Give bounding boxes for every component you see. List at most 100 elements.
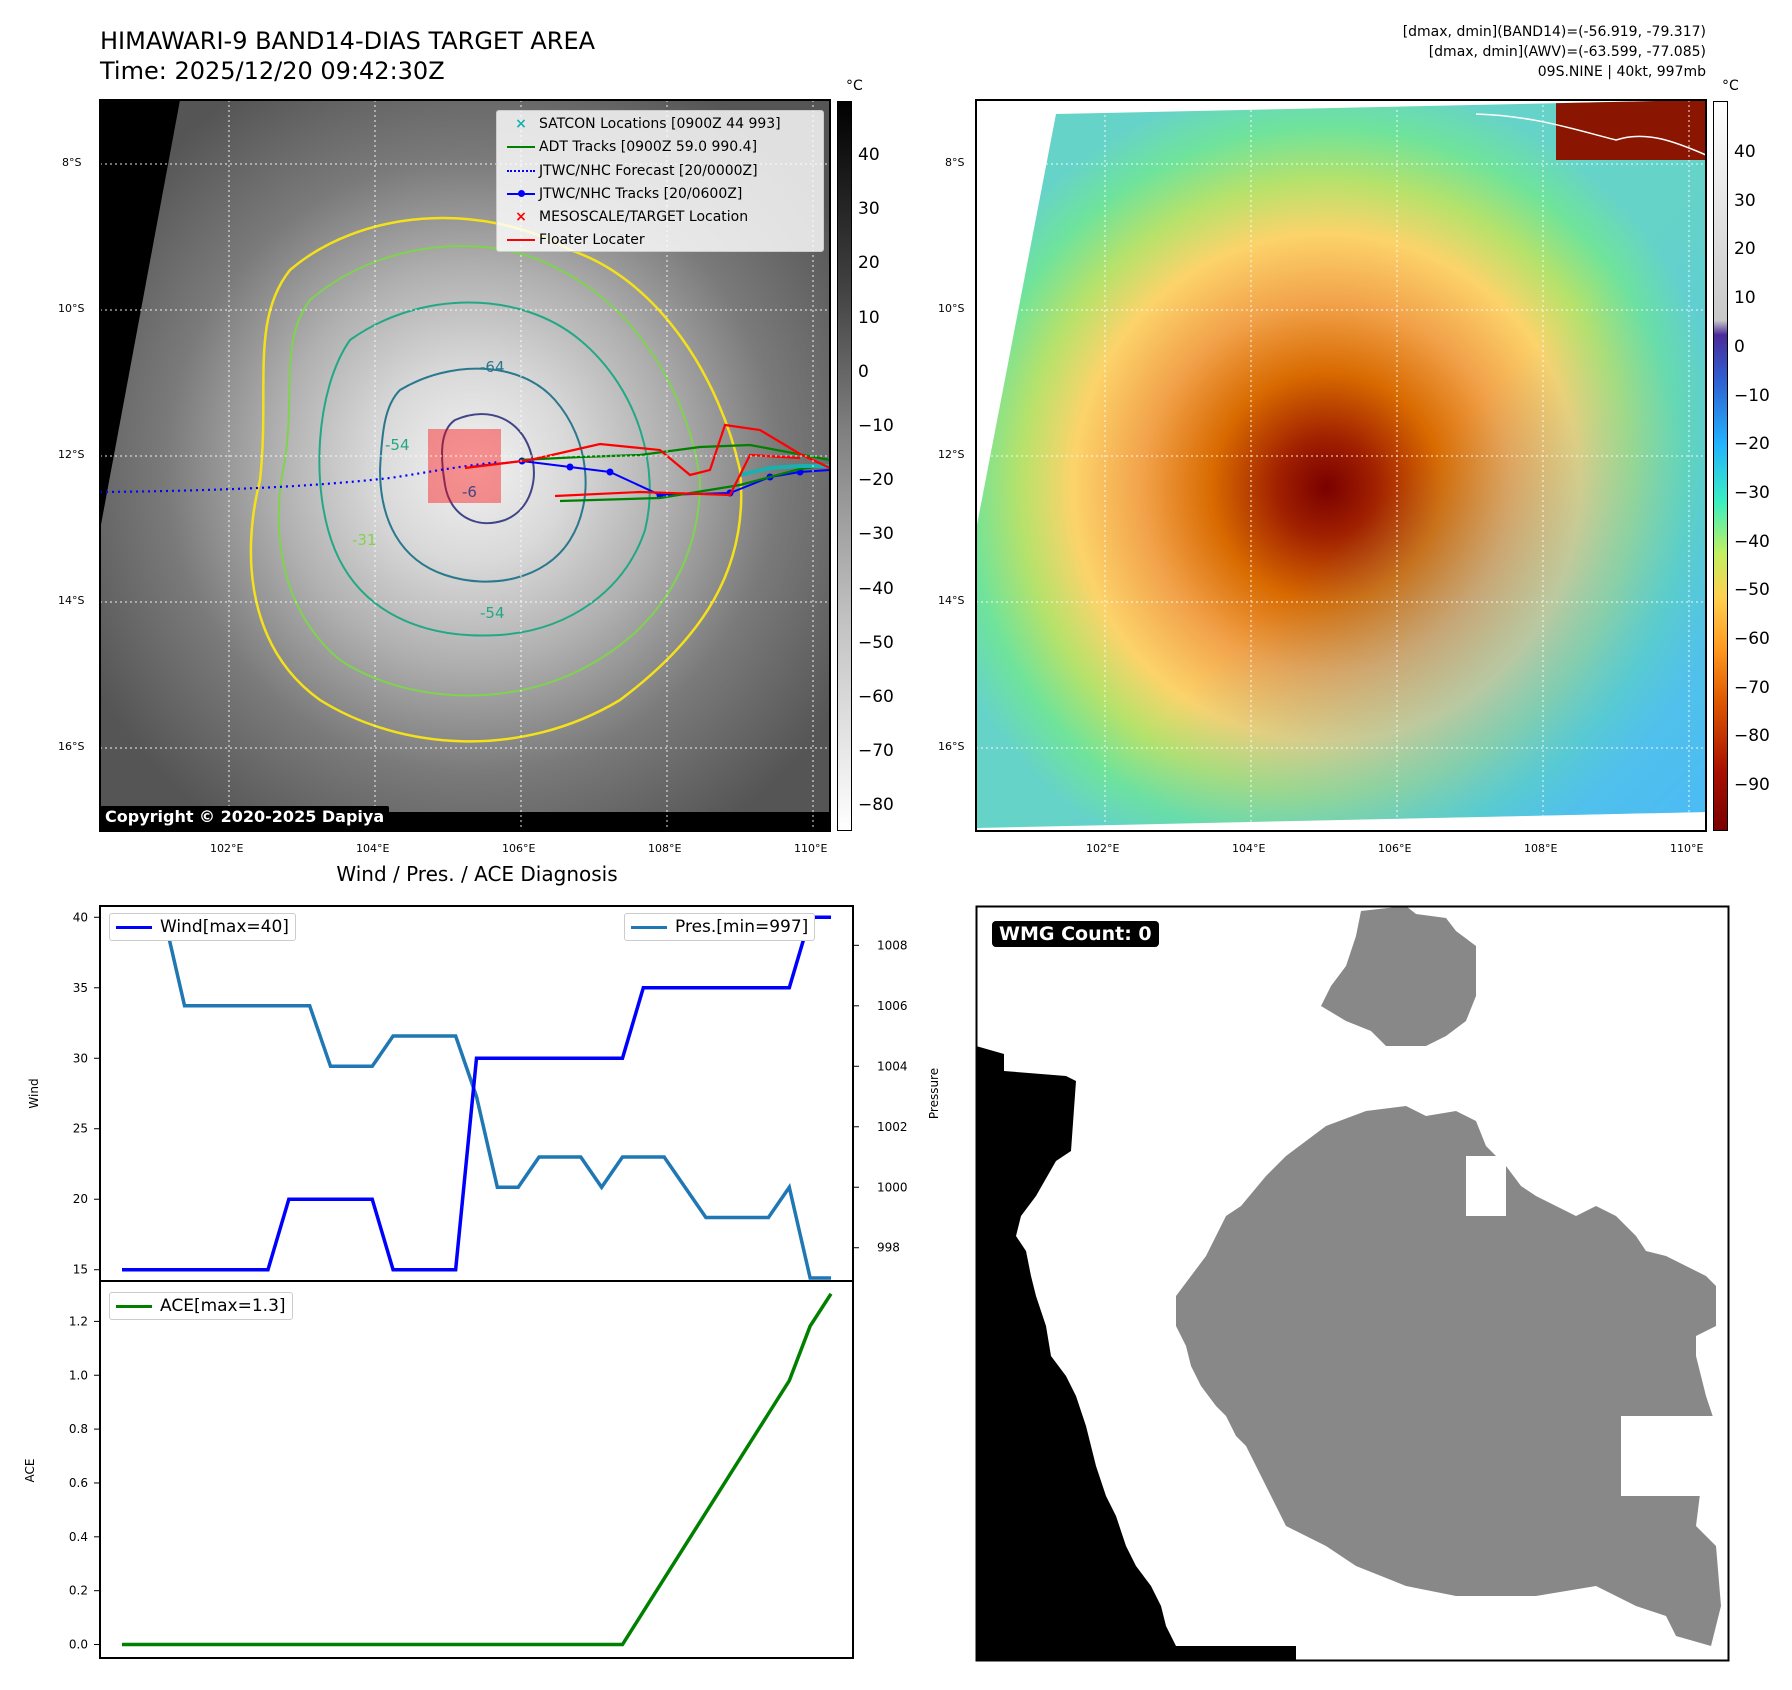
colorbar-grayscale xyxy=(837,101,852,831)
line-dot-swatch-icon xyxy=(507,189,535,197)
y-axis-label: Wind xyxy=(27,1078,41,1108)
contour-label: -54 xyxy=(480,604,505,622)
y2-axis-label: Pressure xyxy=(927,1068,941,1119)
y2-tick-label: 1004 xyxy=(877,1059,908,1073)
wind-line-icon xyxy=(116,925,152,929)
lon-label: 106°E xyxy=(502,842,536,855)
stats-band14: [dmax, dmin](BAND14)=(-56.919, -79.317) xyxy=(1402,24,1706,40)
copyright-badge: Copyright © 2020-2025 Dapiya xyxy=(100,806,390,827)
legend-entry: JTWC/NHC Forecast [20/0000Z] xyxy=(503,160,823,183)
contour-label: -6 xyxy=(462,483,477,501)
satcon-locations xyxy=(739,464,830,477)
y-tick-label: 1.2 xyxy=(69,1314,88,1328)
line-swatch-icon xyxy=(507,239,535,242)
coastline xyxy=(1475,113,1706,156)
y-tick-label: 1.0 xyxy=(69,1368,88,1382)
y2-tick-label: 1008 xyxy=(877,938,908,952)
colorbar-tick-label: 20 xyxy=(858,253,880,274)
lat-label: 16°S xyxy=(938,740,965,753)
colorbar-color xyxy=(1713,101,1728,831)
wind-pressure-panel: 40 35 30 25 20 15 1008 1006 1004 1002 1000 998 Wind P… xyxy=(27,905,941,1282)
colorbar-tick-label: 20 xyxy=(1734,239,1756,260)
contour-label: -54 xyxy=(385,436,410,454)
ace-series-line xyxy=(122,1292,833,1647)
ace-plot-frame xyxy=(99,1280,854,1659)
awv-color-map xyxy=(975,99,1707,832)
colorbar-tick-label: −60 xyxy=(1734,629,1770,649)
lon-label: 106°E xyxy=(1378,842,1412,855)
colorbar-unit: °C xyxy=(846,78,863,94)
legend-entry: × MESOSCALE/TARGET Location xyxy=(503,206,823,229)
y-axis-label: ACE xyxy=(23,1459,37,1483)
lon-label: 110°E xyxy=(1670,842,1704,855)
lon-label: 104°E xyxy=(356,842,390,855)
colorbar-tick-label: 30 xyxy=(858,199,880,220)
lat-label: 14°S xyxy=(58,594,85,607)
y-tick-label: 15 xyxy=(73,1263,88,1277)
wmg-mask-panel xyxy=(975,905,1730,1662)
no-data-region xyxy=(100,100,180,530)
lat-label: 16°S xyxy=(58,740,85,753)
colorbar-tick-label: −70 xyxy=(1734,677,1770,698)
colorbar-tick-label: −30 xyxy=(858,524,894,545)
timestamp: Time: 2025/12/20 09:42:30Z xyxy=(100,57,445,85)
y2-tick-label: 998 xyxy=(877,1241,900,1255)
colorbar-tick-label: 40 xyxy=(858,145,880,165)
dotted-swatch-icon xyxy=(507,169,535,172)
map-gridlines xyxy=(976,100,1706,828)
y2-tick-label: 1006 xyxy=(877,999,908,1013)
colorbar-tick-label: −50 xyxy=(1734,580,1770,601)
lon-label: 108°E xyxy=(648,842,682,855)
lat-label: 10°S xyxy=(938,302,965,315)
wmg-black-region xyxy=(976,1046,1296,1661)
contour-lightgreen xyxy=(277,245,702,697)
storm-info: 09S.NINE | 40kt, 997mb xyxy=(1537,64,1706,80)
lon-label: 102°E xyxy=(210,842,244,855)
chart-title: HIMAWARI-9 BAND14-DIAS TARGET AREA xyxy=(100,27,596,55)
pressure-line-icon xyxy=(631,925,667,929)
colorbar-tick-label: −20 xyxy=(1734,434,1770,455)
colorbar-tick-label: −50 xyxy=(858,632,894,653)
wmg-gap xyxy=(1466,1156,1506,1216)
stats-block: [dmax, dmin](BAND14)=(-56.919, -79.317) … xyxy=(1403,22,1706,82)
x-marker-icon: × xyxy=(515,116,527,132)
wmg-count-badge: WMG Count: 0 xyxy=(992,921,1159,947)
awv-cold-region xyxy=(976,100,1706,828)
y2-tick-label: 1002 xyxy=(877,1120,908,1134)
y-tick-label: 30 xyxy=(73,1051,88,1065)
colorbar-tick-label: 0 xyxy=(858,361,869,382)
colorbar-tick-label: −80 xyxy=(858,795,894,816)
contour-indigo xyxy=(441,413,535,525)
contour-label: -31 xyxy=(352,531,377,549)
contour-teal xyxy=(318,301,651,637)
colorbar-tick-label: −60 xyxy=(858,687,894,707)
lat-label: 8°S xyxy=(62,156,82,169)
y-tick-label: 0.2 xyxy=(69,1584,88,1598)
colorbar-tick-label: 10 xyxy=(858,307,880,328)
colorbar-tick-label: −40 xyxy=(1734,531,1770,552)
lon-label: 102°E xyxy=(1086,842,1120,855)
wmg-gray-region-main xyxy=(1176,1106,1721,1646)
lat-label: 8°S xyxy=(945,156,965,169)
y-tick-label: 35 xyxy=(73,981,88,995)
y-tick-label: 20 xyxy=(73,1192,88,1206)
ace-legend: ACE[max=1.3] xyxy=(109,1292,293,1320)
diagnosis-title: Wind / Pres. / ACE Diagnosis xyxy=(336,862,618,886)
lat-label: 12°S xyxy=(58,448,85,461)
y-tick-label: 0.4 xyxy=(69,1530,88,1544)
y-tick-label: 0.0 xyxy=(69,1638,88,1652)
wind-series-line xyxy=(122,915,831,1272)
wind-legend: Wind[max=40] xyxy=(109,913,296,941)
colorbar-tick-label: −40 xyxy=(858,578,894,599)
contour-labels: -64 -54 -54 -31 -6 xyxy=(352,358,505,622)
colorbar-tick-label: −10 xyxy=(1734,385,1770,406)
colorbar-tick-label: −80 xyxy=(1734,726,1770,747)
stats-awv: [dmax, dmin](AWV)=(-63.599, -77.085) xyxy=(1428,44,1706,60)
lat-label: 10°S xyxy=(58,302,85,315)
colorbar-tick-label: 0 xyxy=(1734,336,1745,357)
colorbar-unit: °C xyxy=(1722,78,1739,94)
contour-label: -64 xyxy=(480,358,505,376)
legend-entry: ADT Tracks [0900Z 59.0 990.4] xyxy=(503,136,823,159)
jtwc-forecast-track xyxy=(100,460,501,494)
wmg-gap xyxy=(1621,1416,1716,1496)
